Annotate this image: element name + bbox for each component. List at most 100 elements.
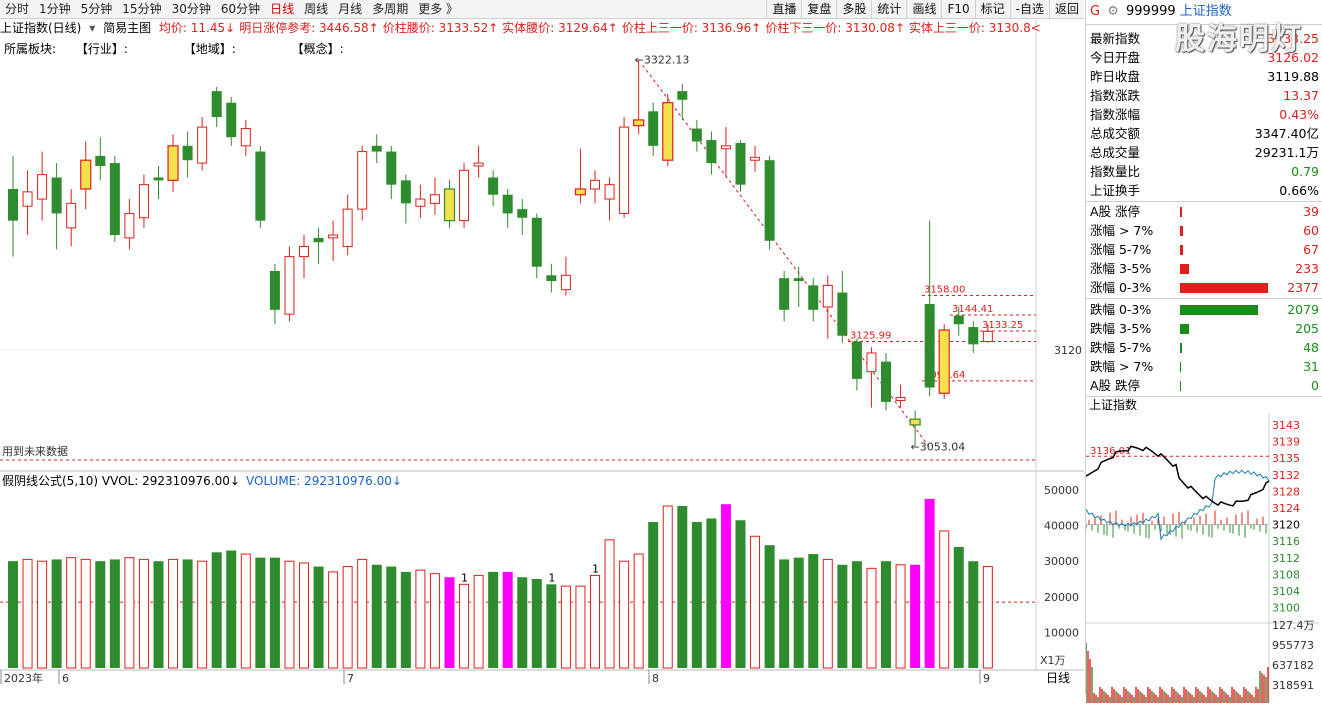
volume-bar[interactable] xyxy=(386,566,397,668)
candle[interactable] xyxy=(299,235,309,279)
volume-bar[interactable] xyxy=(720,504,731,668)
volume-bar[interactable] xyxy=(80,558,91,669)
period-tab-10[interactable]: 更多 》 xyxy=(418,2,459,16)
candle[interactable] xyxy=(677,83,688,120)
sector-industry[interactable]: 【行业】: xyxy=(75,42,128,56)
volume-bar[interactable] xyxy=(648,522,659,668)
volume-bar[interactable] xyxy=(109,559,120,668)
candle[interactable] xyxy=(226,96,237,146)
volume-bar[interactable] xyxy=(22,558,33,669)
period-tab-3[interactable]: 15分钟 xyxy=(122,2,162,16)
candle[interactable] xyxy=(240,119,251,156)
candle[interactable] xyxy=(662,94,674,166)
volume-bar[interactable] xyxy=(735,520,746,668)
sector-region[interactable]: 【地域】: xyxy=(183,42,236,56)
volume-bar[interactable] xyxy=(211,552,222,668)
candle[interactable] xyxy=(313,227,324,264)
period-tab-7[interactable]: 周线 xyxy=(304,2,329,16)
volume-bar[interactable] xyxy=(284,560,295,669)
candle[interactable] xyxy=(124,199,135,250)
candle[interactable] xyxy=(153,165,164,200)
candle[interactable] xyxy=(109,155,120,243)
candle[interactable] xyxy=(429,177,440,215)
candle[interactable] xyxy=(531,213,542,279)
candle[interactable] xyxy=(517,199,528,236)
volume-bar[interactable] xyxy=(590,574,600,669)
volume-bar[interactable] xyxy=(764,545,775,668)
volume-bar[interactable] xyxy=(517,577,528,668)
period-tab-4[interactable]: 30分钟 xyxy=(171,2,211,16)
candle[interactable] xyxy=(459,163,470,228)
volume-bar[interactable] xyxy=(182,559,193,668)
candle[interactable] xyxy=(488,170,499,207)
period-tab-2[interactable]: 5分钟 xyxy=(80,2,113,16)
volume-bar[interactable] xyxy=(619,560,630,669)
volume-bar[interactable] xyxy=(415,569,426,669)
candle[interactable] xyxy=(502,188,513,228)
candle[interactable] xyxy=(386,145,397,200)
candle[interactable] xyxy=(764,155,775,250)
gear-icon[interactable]: ⚙ xyxy=(1107,4,1119,19)
volume-bar[interactable] xyxy=(459,583,470,669)
candle[interactable] xyxy=(837,270,848,343)
volume-bar[interactable] xyxy=(37,560,48,669)
candle[interactable] xyxy=(953,306,964,336)
volume-bar[interactable] xyxy=(357,558,368,669)
sector-concept[interactable]: 【概念】: xyxy=(291,42,344,56)
volume-bar[interactable] xyxy=(808,554,819,668)
volume-bar[interactable] xyxy=(677,506,688,668)
candle[interactable] xyxy=(822,275,833,339)
candle[interactable] xyxy=(138,174,149,228)
candle[interactable] xyxy=(909,410,921,447)
candle[interactable] xyxy=(924,220,935,397)
volume-bar[interactable] xyxy=(560,585,571,669)
tool-button-1[interactable]: 复盘 xyxy=(801,0,836,18)
volume-bar[interactable] xyxy=(138,558,149,669)
candle[interactable] xyxy=(182,131,193,178)
candle[interactable] xyxy=(284,246,295,322)
candle[interactable] xyxy=(197,117,208,171)
candle[interactable] xyxy=(371,134,382,164)
volume-bar[interactable] xyxy=(124,557,135,669)
candle[interactable] xyxy=(750,145,761,172)
tool-button-5[interactable]: F10 xyxy=(941,0,974,18)
volume-bar[interactable] xyxy=(851,561,862,668)
volume-bar[interactable] xyxy=(662,505,673,669)
volume-bar[interactable] xyxy=(953,546,964,668)
volume-bar[interactable] xyxy=(342,566,353,669)
volume-bar[interactable] xyxy=(750,535,761,669)
period-tab-1[interactable]: 1分钟 xyxy=(39,2,71,16)
volume-bar[interactable] xyxy=(8,561,18,668)
candle[interactable] xyxy=(269,263,280,325)
candle[interactable] xyxy=(167,134,179,192)
volume-bar[interactable] xyxy=(473,574,484,669)
volume-bar[interactable] xyxy=(633,553,644,669)
volume-bar[interactable] xyxy=(269,557,280,668)
candle[interactable] xyxy=(22,170,33,236)
tool-button-4[interactable]: 画线 xyxy=(906,0,941,18)
volume-bar[interactable] xyxy=(153,561,164,668)
candle[interactable] xyxy=(66,188,77,247)
volume-bar[interactable] xyxy=(691,522,702,668)
volume-bar[interactable] xyxy=(51,559,62,668)
volume-bar[interactable] xyxy=(168,558,179,669)
volume-bar[interactable] xyxy=(95,561,106,668)
tool-button-2[interactable]: 多股 xyxy=(836,0,871,18)
candle[interactable] xyxy=(357,145,368,221)
candle[interactable] xyxy=(80,141,92,210)
volume-bar[interactable] xyxy=(895,564,906,669)
candle[interactable] xyxy=(881,352,891,411)
volume-bar[interactable] xyxy=(197,560,208,669)
main-chart-selector[interactable]: 简易主图 xyxy=(103,21,152,35)
volume-bar[interactable] xyxy=(866,567,877,669)
candle[interactable] xyxy=(866,347,877,408)
volume-bar[interactable] xyxy=(328,571,339,669)
volume-bar[interactable] xyxy=(939,530,950,669)
candle[interactable] xyxy=(590,170,600,204)
candle[interactable] xyxy=(473,145,484,178)
period-tab-0[interactable]: 分时 xyxy=(5,2,30,16)
candle[interactable] xyxy=(648,102,659,156)
candle[interactable] xyxy=(37,151,48,221)
tool-button-6[interactable]: 标记 xyxy=(974,0,1010,18)
candle[interactable] xyxy=(793,266,804,307)
